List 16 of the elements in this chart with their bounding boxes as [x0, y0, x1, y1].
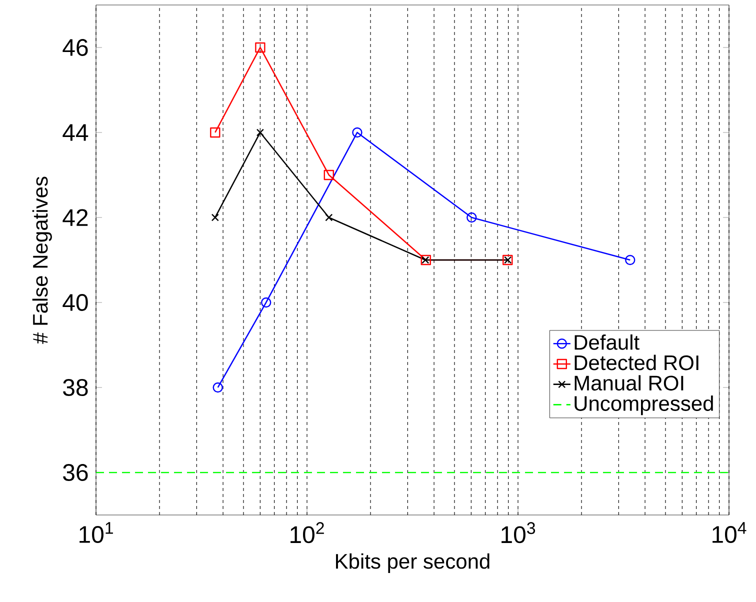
x-axis-title: Kbits per second [336, 553, 490, 573]
x-tick-label: 10$^{1}$ [80, 522, 113, 544]
legend-label: Manual ROI [574, 375, 684, 391]
y-tick-label: 36 [63, 464, 88, 481]
legend-label: Detected ROI [574, 354, 698, 370]
x-tick-label: 10$^{4}$ [712, 522, 746, 544]
y-tick-label: 46 [62, 39, 88, 56]
legend-label: Default [574, 334, 640, 350]
legend-label: Uncompressed [574, 396, 713, 416]
y-tick-label: 40 [62, 294, 88, 311]
y-tick-label: 38 [63, 379, 88, 396]
x-tick-label: 10$^{3}$ [502, 522, 536, 544]
y-tick-label: 44 [62, 124, 88, 141]
y-axis-title: # False Negatives [32, 176, 52, 344]
x-tick-label: 10$^{2}$ [290, 522, 324, 544]
y-tick-label: 42 [62, 209, 88, 226]
